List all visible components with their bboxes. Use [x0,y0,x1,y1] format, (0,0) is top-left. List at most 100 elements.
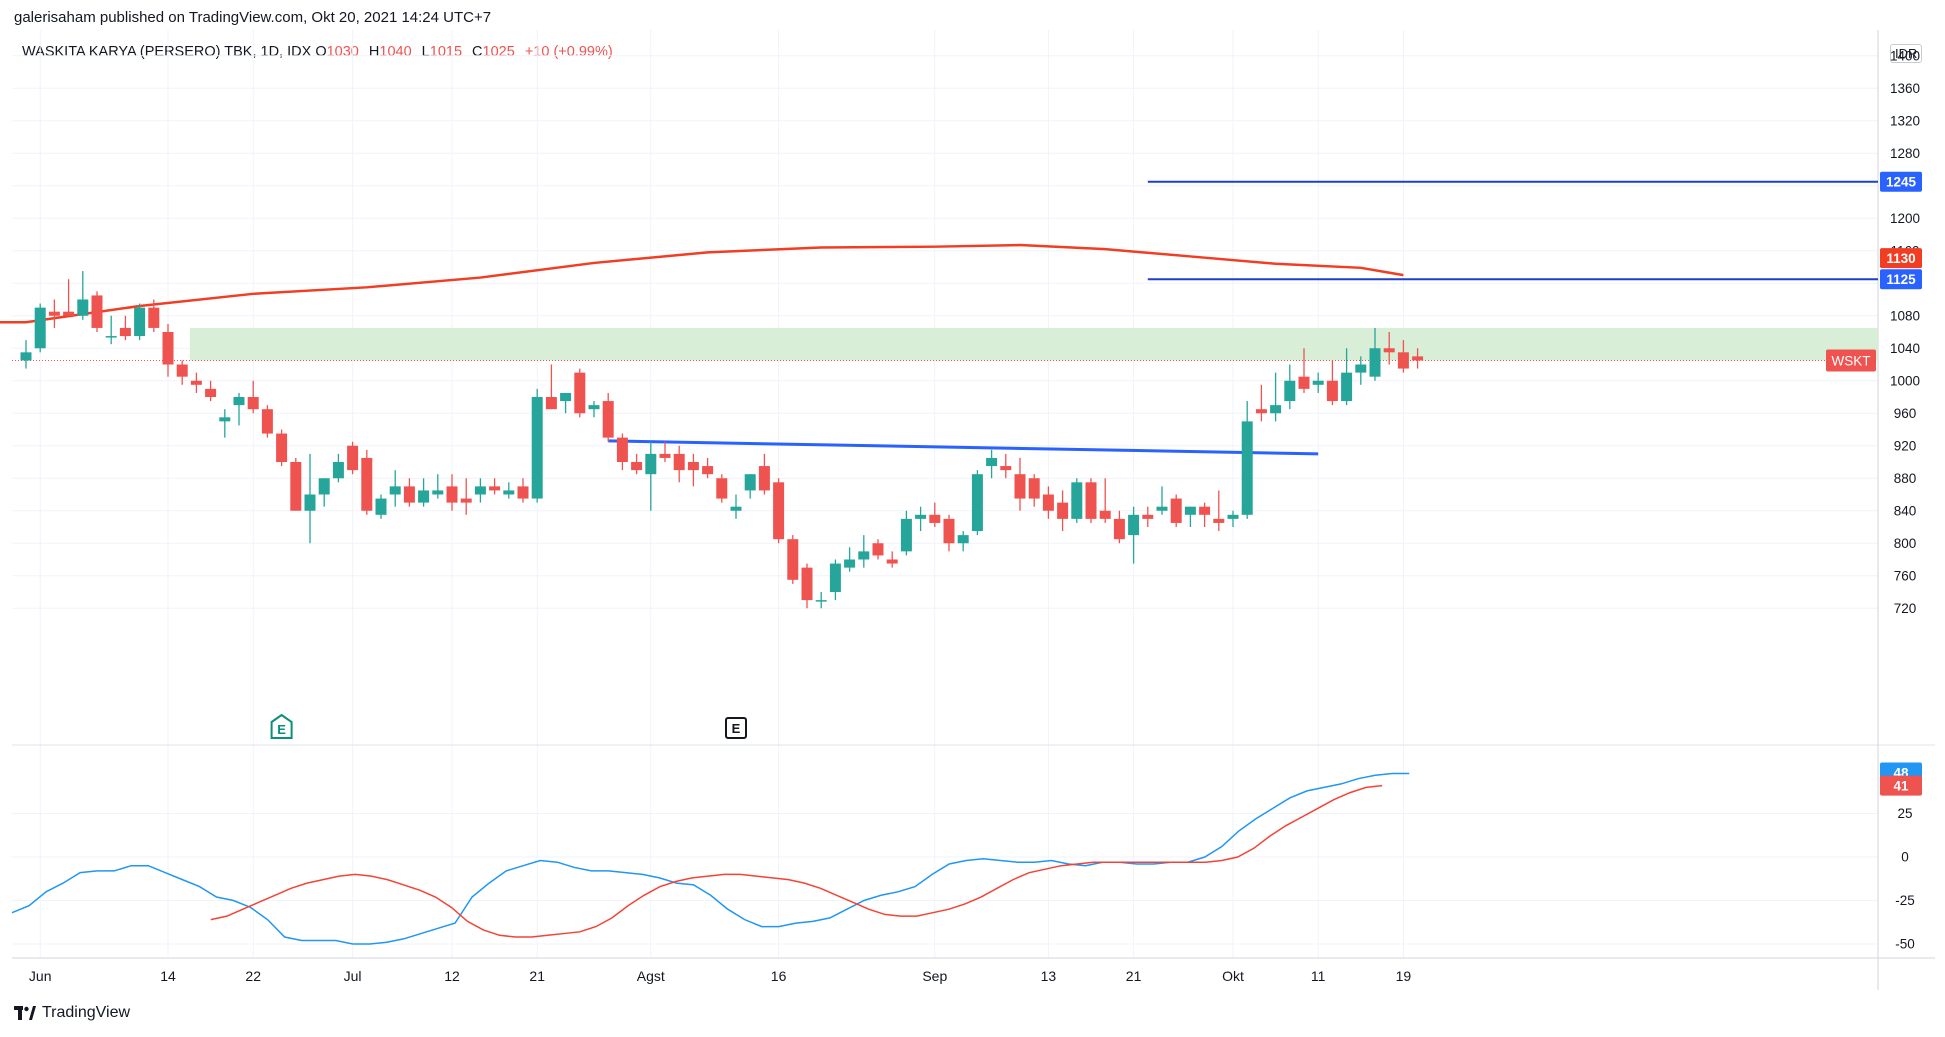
candle-body [986,457,998,467]
candle-body [77,299,89,316]
candle [375,494,387,519]
candle-body [829,563,841,592]
candle [34,303,46,353]
candle-body [1298,376,1310,389]
earnings-event-marker[interactable]: E [725,717,747,739]
osc-value-tag-bg [1880,775,1922,796]
candle [1128,506,1140,564]
candle-body [20,352,32,361]
candle [134,303,146,341]
event-label: E [277,722,286,737]
candle [588,401,600,418]
time-tick-label: 14 [160,968,176,984]
candle [460,478,472,515]
candle-body [915,514,927,519]
candle-body [1241,421,1253,515]
candle [403,478,415,507]
candle-body [474,486,486,495]
candle [531,388,543,503]
open-label: O [315,44,327,60]
candle [1341,348,1353,406]
level-price-tag-text: 1125 [1886,272,1916,287]
close-label: C [472,44,483,60]
oscillator-panel [11,772,1410,945]
candle-body [730,506,742,511]
candle-body [716,478,728,499]
candle-body [631,462,643,471]
price-tick-label: 1400 [1890,48,1920,63]
candle [844,547,856,572]
candle-body [63,311,75,316]
currency-button[interactable]: IDR [1890,44,1923,63]
candle [276,429,288,467]
candle-body [119,327,131,337]
candle [773,478,785,544]
candle-body [105,336,117,338]
oscillator-signal-line [210,784,1383,938]
price-tick-label: 960 [1894,406,1917,421]
candle-body [1270,405,1282,414]
candle-body [1085,482,1097,519]
demand-zone [12,327,1878,361]
candle-body [758,466,770,491]
candle-body [190,380,202,385]
candle-body [276,433,288,462]
time-tick-label: Sep [922,968,947,984]
time-tick-label: 21 [1126,968,1142,984]
candle [801,563,813,609]
candle [91,291,103,332]
earnings-event-marker[interactable]: E [270,713,293,739]
candle [872,539,884,560]
candle [702,457,714,479]
time-tick-label: 22 [245,968,261,984]
candle [1156,486,1168,515]
candle-body [900,518,912,552]
trend-line[interactable] [608,439,1319,456]
candle [787,535,799,584]
candle [1412,348,1424,369]
candle [1326,360,1338,406]
candle [318,478,330,507]
grid-lines [12,30,1935,990]
candle [432,474,444,499]
candle-body [176,364,188,377]
level-price-tag: 1125 [1880,269,1922,290]
candle [1369,327,1381,381]
ma-price-tag-bg [1880,248,1922,269]
chart-canvas[interactable]: EE 1400136013201280124012001160112010801… [0,0,1945,1000]
candle-body [1199,506,1211,515]
candle-body [290,462,302,511]
time-tick-label: 21 [529,968,545,984]
candle-body [844,559,856,568]
candle-body [787,539,799,580]
candle [1312,372,1324,393]
candle [574,368,586,418]
candle [815,592,827,609]
candle-body [389,486,401,495]
candle-body [687,462,699,471]
candle-body [233,397,245,406]
candle-body [1028,478,1040,499]
ticker-tag: WSKT [1826,349,1876,372]
price-tick-label: 920 [1894,438,1917,453]
candle-body [219,417,231,422]
osc-tick-label: 25 [1897,806,1912,821]
osc-tick-label: -50 [1895,937,1915,952]
candle [730,494,742,519]
candle-body [1113,518,1125,540]
candle [673,445,685,483]
candle-body [1355,364,1367,373]
candle [290,457,302,511]
candle-body [1099,510,1111,519]
candle [1099,478,1111,523]
candle [418,478,430,507]
candle-body [332,462,344,479]
candle-body [304,494,316,511]
candle [205,380,217,402]
candle [1042,486,1054,519]
candle [645,441,657,511]
oscillator-main-line [11,772,1410,945]
candle-body [1412,356,1424,361]
candle [63,279,75,316]
